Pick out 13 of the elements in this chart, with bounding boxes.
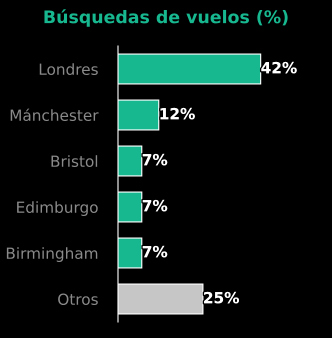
y-tick-label: Mánchester [10,108,99,122]
y-tick-label: Londres [40,63,98,76]
data-label: 25% [204,292,240,304]
data-label: 7% [142,246,168,258]
y-tick-label: Edimburgo [17,201,98,216]
data-label: 12% [160,108,195,120]
y-tick-label: Bristol [52,155,98,168]
data-label: 7% [142,154,168,166]
y-tick-label: Birmingham [6,247,98,262]
data-label: 42% [261,62,297,74]
chart-title: Búsquedas de vuelos (%) [44,9,288,27]
data-label: 7% [142,200,168,212]
y-tick-label: Otros [58,293,98,306]
